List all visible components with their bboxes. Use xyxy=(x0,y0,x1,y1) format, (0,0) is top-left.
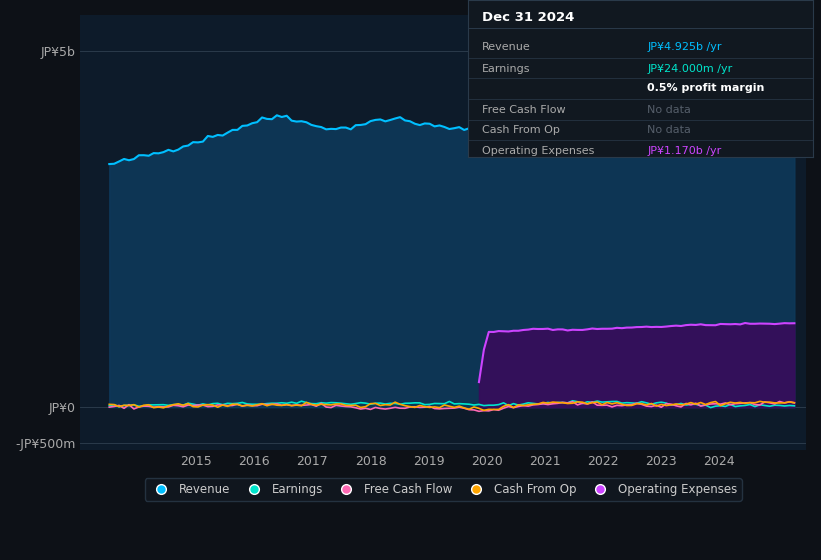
Text: JP¥1.170b /yr: JP¥1.170b /yr xyxy=(647,146,722,156)
Text: Earnings: Earnings xyxy=(482,64,530,74)
Text: Operating Expenses: Operating Expenses xyxy=(482,146,594,156)
Text: No data: No data xyxy=(647,105,691,115)
Text: Dec 31 2024: Dec 31 2024 xyxy=(482,11,574,24)
Text: JP¥24.000m /yr: JP¥24.000m /yr xyxy=(647,64,732,74)
Text: JP¥4.925b /yr: JP¥4.925b /yr xyxy=(647,42,722,52)
Text: Free Cash Flow: Free Cash Flow xyxy=(482,105,566,115)
Text: No data: No data xyxy=(647,125,691,135)
Legend: Revenue, Earnings, Free Cash Flow, Cash From Op, Operating Expenses: Revenue, Earnings, Free Cash Flow, Cash … xyxy=(144,478,741,501)
Text: 0.5% profit margin: 0.5% profit margin xyxy=(647,83,764,93)
Text: Revenue: Revenue xyxy=(482,42,530,52)
Text: Cash From Op: Cash From Op xyxy=(482,125,560,135)
